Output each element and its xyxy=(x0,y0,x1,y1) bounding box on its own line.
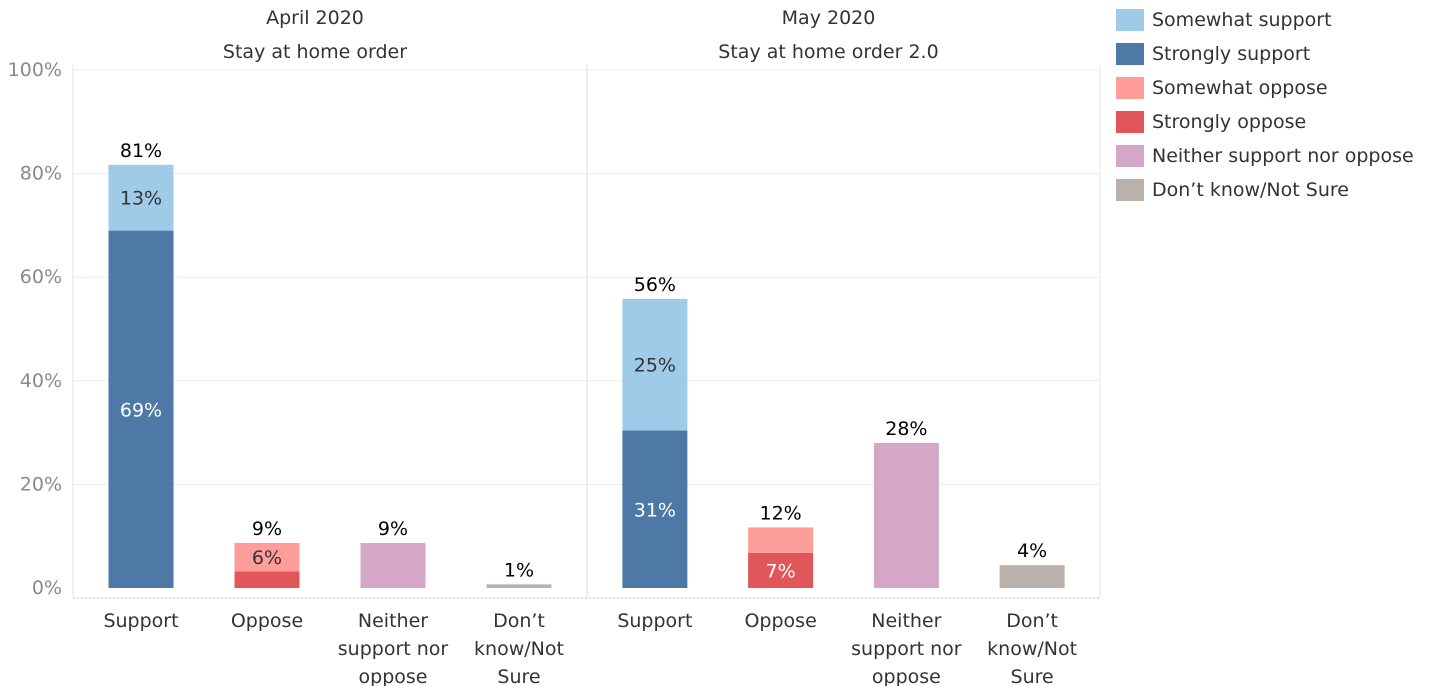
legend-swatch xyxy=(1116,111,1144,133)
bar-segment xyxy=(108,230,174,588)
legend-label: Strongly support xyxy=(1152,43,1311,65)
category-label: Support xyxy=(617,610,692,632)
category-label: Neither xyxy=(871,610,941,632)
legend-label: Somewhat support xyxy=(1152,9,1332,31)
legend-swatch xyxy=(1116,9,1144,31)
bar-segment xyxy=(748,552,814,588)
bar-segment xyxy=(234,542,300,572)
category-label: know/Not xyxy=(474,638,564,660)
y-tick-label: 80% xyxy=(20,163,62,185)
bar-segment xyxy=(360,542,426,588)
bar-segment xyxy=(622,298,688,431)
legend-item[interactable]: Don’t know/Not Sure xyxy=(1116,173,1414,207)
segment-label: 13% xyxy=(120,188,162,210)
legend-label: Neither support nor oppose xyxy=(1152,145,1414,167)
category-label: Oppose xyxy=(744,610,816,632)
legend-swatch xyxy=(1116,77,1144,99)
panel-title: May 2020 xyxy=(782,7,876,29)
bar-segment xyxy=(108,164,174,231)
category-label: oppose xyxy=(359,666,428,686)
panel-subtitle: Stay at home order 2.0 xyxy=(718,41,938,63)
legend-swatch xyxy=(1116,145,1144,167)
panel-title: April 2020 xyxy=(266,7,364,29)
legend-item[interactable]: Somewhat support xyxy=(1116,3,1414,37)
category-label: Oppose xyxy=(231,610,303,632)
category-label: oppose xyxy=(872,666,941,686)
bar-segment xyxy=(486,584,552,588)
bar-segment xyxy=(999,565,1065,588)
legend-item[interactable]: Strongly oppose xyxy=(1116,105,1414,139)
legend-item[interactable]: Strongly support xyxy=(1116,37,1414,71)
panel-subtitle: Stay at home order xyxy=(223,41,407,63)
legend-swatch xyxy=(1116,43,1144,65)
category-label: Neither xyxy=(358,610,428,632)
y-tick-label: 60% xyxy=(20,266,62,288)
legend-label: Strongly oppose xyxy=(1152,111,1307,133)
segment-label: 7% xyxy=(766,560,796,582)
category-label: Sure xyxy=(497,666,540,686)
bar-segment xyxy=(234,571,300,588)
segment-label: 25% xyxy=(634,355,676,377)
legend-label: Don’t know/Not Sure xyxy=(1152,179,1349,201)
segment-label: 31% xyxy=(634,499,676,521)
total-label: 81% xyxy=(120,140,162,162)
category-label: Don’t xyxy=(493,610,545,632)
y-tick-label: 100% xyxy=(8,59,62,81)
category-label: support nor xyxy=(851,638,962,660)
y-tick-label: 0% xyxy=(32,577,62,599)
legend: Somewhat support Strongly support Somewhat… xyxy=(1116,3,1414,207)
category-label: Don’t xyxy=(1006,610,1058,632)
legend-swatch xyxy=(1116,179,1144,201)
total-label: 4% xyxy=(1017,540,1047,562)
total-label: 28% xyxy=(885,418,927,440)
category-label: know/Not xyxy=(987,638,1077,660)
bar-segment xyxy=(873,442,939,588)
total-label: 56% xyxy=(634,274,676,296)
category-label: Support xyxy=(103,610,178,632)
category-label: Sure xyxy=(1011,666,1054,686)
y-tick-label: 40% xyxy=(20,370,62,392)
legend-item[interactable]: Somewhat oppose xyxy=(1116,71,1414,105)
legend-item[interactable]: Neither support nor oppose xyxy=(1116,139,1414,173)
segment-label: 69% xyxy=(120,399,162,421)
total-label: 1% xyxy=(504,559,534,581)
total-label: 9% xyxy=(378,518,408,540)
y-tick-label: 20% xyxy=(20,473,62,495)
category-label: support nor xyxy=(338,638,449,660)
legend-label: Somewhat oppose xyxy=(1152,77,1328,99)
segment-label: 6% xyxy=(252,547,282,569)
total-label: 12% xyxy=(760,502,802,524)
total-label: 9% xyxy=(252,518,282,540)
bar-segment xyxy=(748,527,814,553)
bar-segment xyxy=(622,430,688,588)
